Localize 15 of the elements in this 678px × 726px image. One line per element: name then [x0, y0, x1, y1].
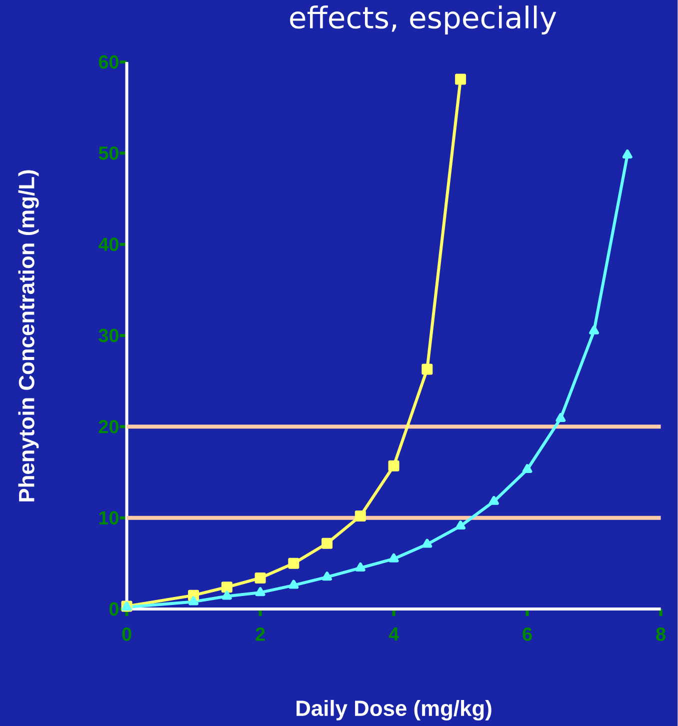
y-tick-label: 0	[110, 602, 119, 616]
y-axis-title: Phenytoin Concentration (mg/L)	[18, 170, 39, 502]
x-axis-title: Daily Dose (mg/kg)	[296, 700, 492, 720]
y-tick-label: 60	[98, 55, 119, 69]
y-tick-label: 40	[98, 238, 119, 252]
x-tick-label: 0	[122, 628, 132, 641]
x-tick-label: 4	[388, 628, 400, 641]
x-tick-label: 8	[656, 628, 666, 641]
x-tick-label: 6	[522, 628, 532, 641]
y-tick-label: 50	[98, 146, 119, 160]
y-tick-label: 20	[98, 420, 119, 434]
y-tick-label: 30	[98, 328, 119, 342]
x-tick-label: 2	[256, 628, 265, 641]
chart-title: effects, especially	[290, 6, 556, 34]
y-tick-label: 10	[99, 511, 119, 525]
